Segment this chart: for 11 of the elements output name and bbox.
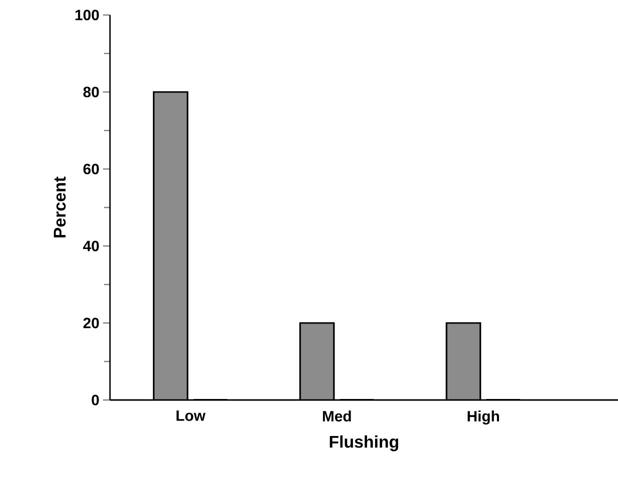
x-tick-label: Med <box>322 410 351 422</box>
y-tick-label: 60 <box>83 164 99 174</box>
x-axis-title: Flushing <box>330 435 398 452</box>
x-tick-label: Low <box>176 410 206 421</box>
x-tick-label: High <box>468 410 499 425</box>
y-tick-label: 100 <box>75 10 99 20</box>
y-tick-label: 0 <box>92 394 99 406</box>
y-tick-label: 20 <box>83 318 99 328</box>
y-tick-label: 80 <box>83 86 99 98</box>
y-axis-title: Percent <box>54 176 66 238</box>
y-tick-label: 40 <box>83 240 99 252</box>
